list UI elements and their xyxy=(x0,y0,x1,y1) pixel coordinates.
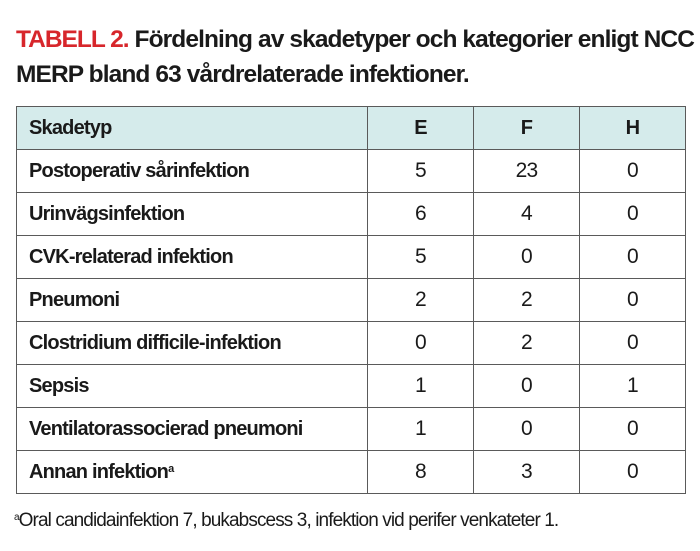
header-skadetyp: Skadetyp xyxy=(16,106,368,150)
header-f: F xyxy=(473,106,580,150)
cell-skadetyp: CVK-relaterad infektion xyxy=(16,235,368,279)
header-row: Skadetyp E F H xyxy=(16,106,686,150)
cell-e: 2 xyxy=(367,278,474,322)
footnote-ref: a xyxy=(168,462,174,475)
table-label: TABELL 2. xyxy=(16,26,130,53)
skadetyp-text: CVK-relaterad infektion xyxy=(29,245,234,268)
table-row: Pneumoni 2 2 0 xyxy=(16,278,686,322)
cell-h: 0 xyxy=(579,149,686,193)
header-e: E xyxy=(367,106,474,150)
cell-f: 0 xyxy=(473,407,580,451)
cell-h: 0 xyxy=(579,450,686,494)
cell-f: 2 xyxy=(473,321,580,365)
table-row: Sepsis 1 0 1 xyxy=(16,364,686,408)
cell-h: 1 xyxy=(579,364,686,408)
table-row: Urinvägsinfektion 6 4 0 xyxy=(16,192,686,236)
cell-e: 5 xyxy=(367,235,474,279)
header-h: H xyxy=(579,106,686,150)
table-row: Postoperativ sårinfektion 5 23 0 xyxy=(16,149,686,193)
cell-skadetyp: Clostridium difficile-infektion xyxy=(16,321,368,365)
skadetyp-text: Clostridium difficile-infektion xyxy=(29,331,282,354)
cell-h: 0 xyxy=(579,407,686,451)
cell-h: 0 xyxy=(579,278,686,322)
cell-e: 0 xyxy=(367,321,474,365)
footnote-mark: a xyxy=(14,512,20,523)
cell-f: 0 xyxy=(473,235,580,279)
cell-e: 1 xyxy=(367,364,474,408)
table-row: Ventilatorassocierad pneumoni 1 0 0 xyxy=(16,407,686,451)
footnote-text: Oral candidainfektion 7, bukabscess 3, i… xyxy=(18,510,560,531)
cell-skadetyp: Postoperativ sårinfektion xyxy=(16,149,368,193)
injury-table: Skadetyp E F H Postoperativ sårinfektion… xyxy=(16,106,686,494)
cell-h: 0 xyxy=(579,192,686,236)
cell-h: 0 xyxy=(579,321,686,365)
cell-f: 0 xyxy=(473,364,580,408)
table-row: Annan infektiona 8 3 0 xyxy=(16,450,686,494)
cell-e: 8 xyxy=(367,450,474,494)
cell-f: 4 xyxy=(473,192,580,236)
table-row: CVK-relaterad infektion 5 0 0 xyxy=(16,235,686,279)
cell-e: 1 xyxy=(367,407,474,451)
table-row: Clostridium difficile-infektion 0 2 0 xyxy=(16,321,686,365)
cell-e: 6 xyxy=(367,192,474,236)
cell-skadetyp: Annan infektiona xyxy=(16,450,368,494)
skadetyp-text: Ventilatorassocierad pneumoni xyxy=(29,417,303,440)
caption-text: Fördelning av skadetyper och kategorier … xyxy=(16,26,695,88)
skadetyp-text: Sepsis xyxy=(29,374,89,397)
skadetyp-text: Postoperativ sårinfektion xyxy=(29,159,250,182)
cell-skadetyp: Pneumoni xyxy=(16,278,368,322)
cell-skadetyp: Ventilatorassocierad pneumoni xyxy=(16,407,368,451)
cell-f: 3 xyxy=(473,450,580,494)
table-caption: TABELL 2. Fördelning av skadetyper och k… xyxy=(16,22,696,92)
skadetyp-text: Urinvägsinfektion xyxy=(29,202,185,225)
cell-f: 2 xyxy=(473,278,580,322)
cell-skadetyp: Urinvägsinfektion xyxy=(16,192,368,236)
cell-f: 23 xyxy=(473,149,580,193)
cell-e: 5 xyxy=(367,149,474,193)
cell-h: 0 xyxy=(579,235,686,279)
skadetyp-text: Pneumoni xyxy=(29,288,120,311)
footnote: aOral candidainfektion 7, bukabscess 3, … xyxy=(14,510,560,532)
cell-skadetyp: Sepsis xyxy=(16,364,368,408)
skadetyp-text: Annan infektion xyxy=(29,460,169,483)
